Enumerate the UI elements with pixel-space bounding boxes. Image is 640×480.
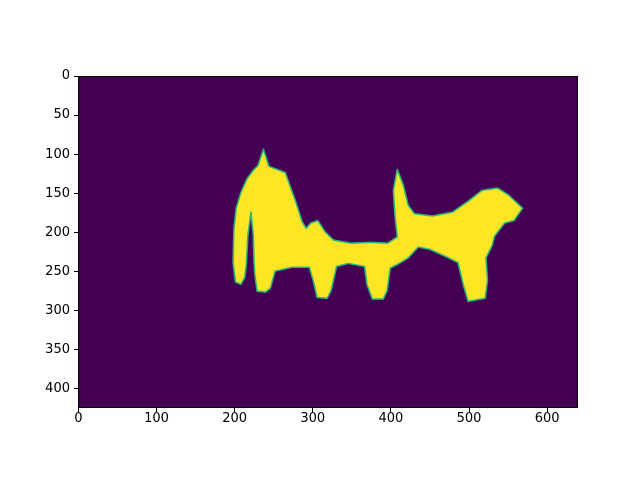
x-tick-mark <box>312 408 314 412</box>
x-tick-mark <box>77 408 79 412</box>
x-tick-mark <box>390 408 392 412</box>
y-tick-mark <box>74 75 78 77</box>
plot-area <box>78 76 578 408</box>
segmentation-mask-shape <box>232 148 524 303</box>
y-tick-label: 350 <box>45 341 70 357</box>
y-tick-label: 150 <box>45 185 70 201</box>
y-tick-mark <box>74 232 78 234</box>
y-tick-mark <box>74 193 78 195</box>
y-tick-label: 400 <box>45 380 70 396</box>
y-tick-label: 300 <box>45 302 70 318</box>
x-tick-mark <box>234 408 236 412</box>
x-tick-label: 500 <box>456 411 482 426</box>
x-tick-label: 300 <box>300 411 326 426</box>
y-tick-mark <box>74 388 78 390</box>
x-tick-mark <box>546 408 548 412</box>
x-tick-mark <box>156 408 158 412</box>
x-tick-label: 100 <box>144 411 169 426</box>
y-tick-label: 50 <box>53 107 70 123</box>
x-tick-label: 600 <box>534 411 560 426</box>
y-tick-mark <box>74 271 78 273</box>
segmentation-mask-image <box>232 148 524 303</box>
y-tick-mark <box>74 154 78 155</box>
y-tick-mark <box>74 310 78 312</box>
y-tick-mark <box>74 114 78 116</box>
y-tick-label: 200 <box>45 224 70 240</box>
x-tick-mark <box>468 408 470 412</box>
y-tick-mark <box>74 349 78 351</box>
x-tick-label: 0 <box>74 411 83 426</box>
x-tick-label: 200 <box>222 411 248 426</box>
y-tick-label: 250 <box>45 263 70 279</box>
y-tick-label: 0 <box>61 68 70 84</box>
y-tick-label: 100 <box>45 146 70 162</box>
x-tick-label: 400 <box>378 411 404 426</box>
